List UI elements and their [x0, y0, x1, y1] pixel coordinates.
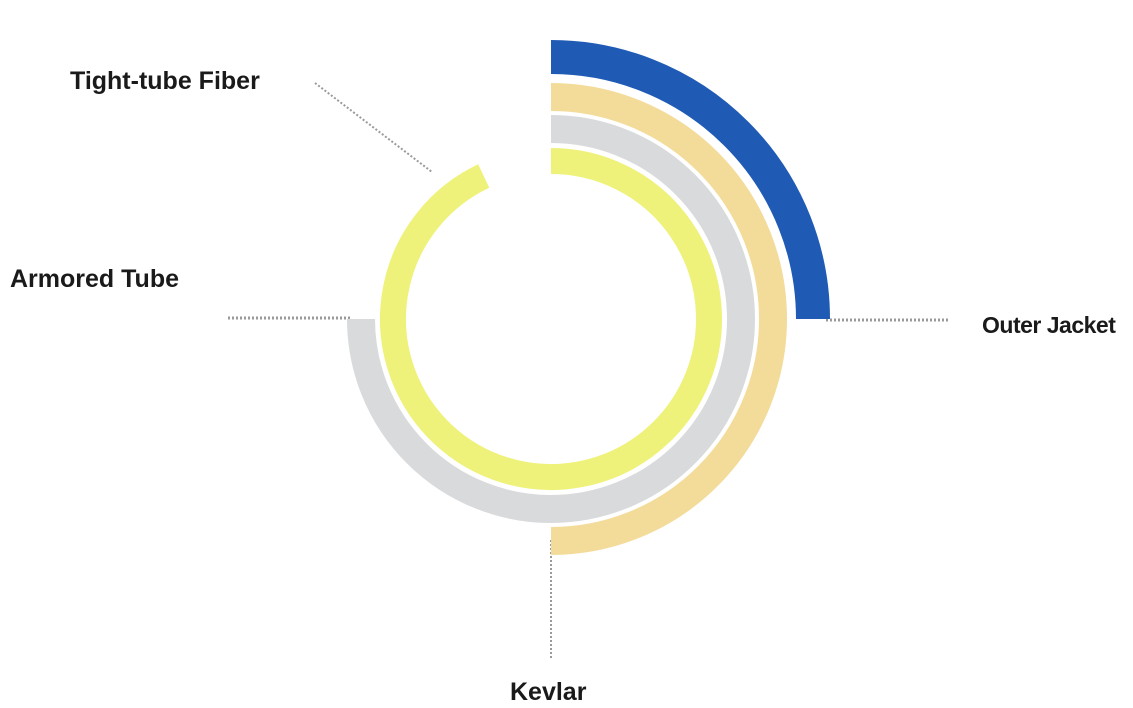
- ring-tight-tube-fiber: [380, 148, 723, 490]
- ring-kevlar: [550, 83, 787, 555]
- label-outer-jacket: Outer Jacket: [982, 312, 1116, 338]
- ring-armored-tube: [347, 115, 755, 523]
- leader-line-tight-tube: [314, 82, 433, 173]
- label-tight-tube-fiber: Tight-tube Fiber: [70, 67, 260, 95]
- label-kevlar: Kevlar: [510, 678, 587, 706]
- label-armored-tube: Armored Tube: [10, 265, 179, 293]
- ring-outer-jacket: [550, 40, 830, 320]
